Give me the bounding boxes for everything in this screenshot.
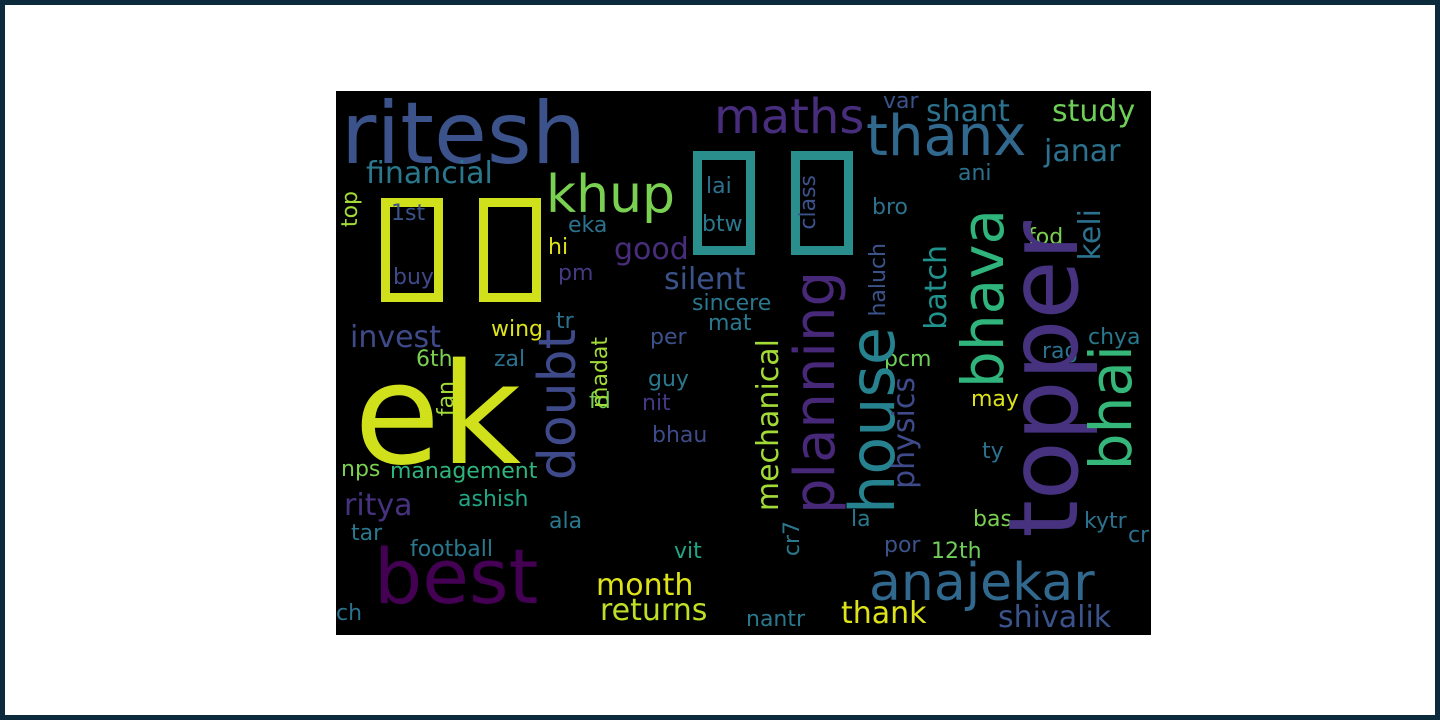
word: buy: [393, 265, 434, 290]
word: thank: [841, 596, 927, 631]
word: nps: [341, 457, 381, 482]
word: 6th: [416, 347, 453, 372]
word: bhau: [652, 423, 708, 448]
word: batch: [919, 245, 954, 330]
word: vit: [674, 539, 702, 564]
word: may: [971, 387, 1019, 412]
word: haluch: [866, 243, 891, 317]
word: shant: [926, 94, 1010, 129]
word: bhai: [1077, 345, 1145, 471]
word: madat: [588, 337, 613, 408]
word: doubt: [528, 329, 588, 481]
word: bhava: [949, 209, 1017, 388]
word: por: [884, 533, 921, 558]
word: nantr: [746, 607, 806, 632]
word: planning: [783, 271, 848, 515]
word: pcm: [884, 347, 932, 372]
word: financial: [366, 156, 493, 191]
word: khup: [546, 165, 676, 225]
word: maths: [714, 91, 865, 145]
word: guy: [648, 367, 689, 392]
word: bro: [872, 195, 908, 220]
word: ch: [336, 601, 363, 626]
word: good: [614, 232, 689, 267]
word: returns: [600, 593, 708, 628]
word: physics: [887, 377, 922, 489]
word: silent: [664, 262, 746, 297]
word: btw: [702, 212, 743, 237]
word: 1st: [391, 201, 426, 226]
word: pm: [558, 261, 594, 286]
word: mat: [708, 311, 752, 336]
word: bas: [973, 507, 1012, 532]
word: kytr: [1084, 509, 1127, 534]
word: class: [796, 175, 821, 230]
word-cloud: ritesh ek best khup maths thanx anajekar…: [336, 91, 1151, 635]
word: per: [650, 325, 687, 350]
word: ritya: [344, 488, 413, 523]
word: nit: [642, 391, 671, 416]
glyph-box: [693, 151, 755, 255]
word: fod: [1028, 225, 1064, 250]
glyph-box: [479, 198, 541, 302]
word: management: [390, 459, 538, 484]
word: lai: [706, 174, 732, 199]
word: ashish: [458, 487, 529, 512]
word: zal: [494, 347, 526, 372]
word: ty: [982, 439, 1004, 464]
word: rag: [1042, 339, 1079, 364]
glyph-box: [381, 198, 443, 302]
word: ritesh: [341, 91, 587, 184]
word: shivalik: [998, 600, 1112, 635]
word: tar: [351, 521, 383, 546]
word: la: [851, 507, 871, 532]
glyph-box: [791, 151, 853, 255]
word: month: [596, 568, 694, 603]
word: hi: [548, 235, 569, 260]
word: eka: [568, 213, 608, 238]
word: study: [1052, 94, 1136, 129]
word: chya: [1088, 325, 1141, 350]
word: fan: [434, 381, 459, 417]
word: ek: [354, 334, 522, 497]
word: cr7: [780, 521, 805, 557]
word: top: [338, 191, 363, 228]
word: 12th: [931, 539, 982, 564]
word: var: [883, 91, 919, 114]
word: wing: [491, 317, 544, 342]
word: janar: [1044, 134, 1121, 169]
word: fd: [589, 389, 611, 414]
page-frame: ritesh ek best khup maths thanx anajekar…: [5, 5, 1435, 715]
word: thanx: [866, 104, 1027, 169]
word: mechanical: [751, 339, 786, 512]
word: keli: [1073, 209, 1108, 261]
word: cr: [1128, 523, 1150, 548]
word: invest: [350, 320, 441, 355]
word: anajekar: [869, 553, 1095, 613]
word: ani: [958, 161, 992, 186]
word: football: [410, 537, 493, 562]
word: sincere: [692, 291, 772, 316]
word: ala: [549, 509, 583, 534]
word: tr: [556, 309, 574, 334]
word: best: [374, 532, 539, 621]
